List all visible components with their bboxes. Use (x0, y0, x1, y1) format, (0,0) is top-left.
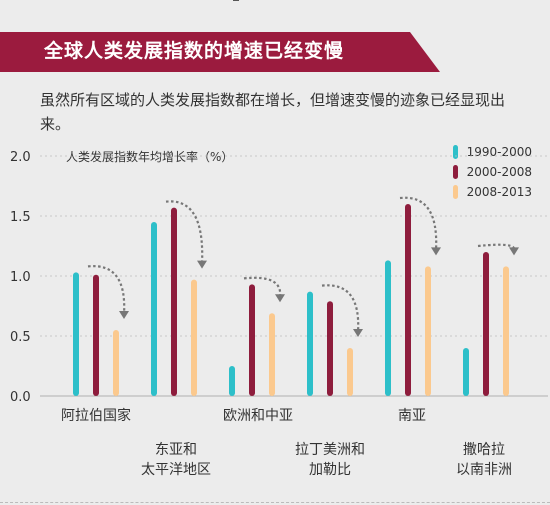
trend-arrow-head-4 (431, 247, 441, 256)
header-band-shape (0, 32, 440, 72)
category-label: 阿拉伯国家 (61, 408, 131, 424)
legend-label-2008-2013: 2008-2013 (466, 185, 532, 199)
trend-arrow-3 (321, 284, 360, 333)
trend-arrow-4 (399, 196, 438, 251)
bar-2-2008-2013 (269, 313, 275, 396)
page-title: 全球人类发展指数的增速已经变慢 (44, 40, 345, 62)
bar-1-1990-2000 (151, 222, 157, 396)
legend-item-2008-2013: 2008-2013 (452, 182, 532, 202)
bar-3-1990-2000 (307, 291, 313, 396)
bar-1-2008-2013 (191, 279, 197, 396)
y-tick-label: 1.0 (10, 270, 31, 285)
bar-2-1990-2000 (229, 366, 235, 396)
subtitle: 虽然所有区域的人类发展指数都在增长，但增速变慢的迹象已经显现出来。 (40, 91, 506, 133)
legend-item-1990-2000: 1990-2000 (452, 142, 532, 162)
top-mark (233, 0, 239, 1)
category-label: 南亚 (398, 408, 426, 424)
y-axis-label: 人类发展指数年均增长率（%） (66, 150, 234, 164)
legend-swatch-1990-2000 (452, 145, 458, 159)
trend-arrow-2 (243, 276, 282, 298)
y-tick-label: 2.0 (10, 150, 31, 165)
header-band (0, 32, 440, 72)
bar-5-1990-2000 (463, 348, 469, 396)
category-label: 东亚和 太平洋地区 (141, 442, 211, 478)
bar-0-1990-2000 (73, 272, 79, 396)
trend-arrow-head-2 (275, 294, 285, 303)
category-label: 拉丁美洲和 加勒比 (295, 442, 365, 478)
bar-0-2008-2013 (113, 330, 119, 396)
bar-4-1990-2000 (385, 260, 391, 396)
trend-arrow-head-3 (353, 329, 363, 337)
bar-4-2000-2008 (405, 204, 411, 396)
y-tick-label: 0.0 (10, 390, 31, 405)
trend-arrow-0 (87, 265, 126, 315)
y-tick-label: 0.5 (10, 330, 31, 345)
trend-arrow-head-1 (197, 260, 207, 269)
legend-swatch-2008-2013 (452, 185, 458, 199)
legend: 1990-2000 2000-2008 2008-2013 (452, 142, 532, 202)
bar-5-2000-2008 (483, 252, 489, 396)
bottom-divider (0, 502, 550, 503)
trend-arrow-head-0 (119, 311, 129, 319)
bar-3-2000-2008 (327, 301, 333, 396)
bar-2-2000-2008 (249, 284, 255, 396)
category-label: 欧洲和中亚 (223, 408, 293, 424)
trend-arrow-5 (477, 243, 516, 251)
trend-arrow-head-5 (509, 247, 519, 256)
y-tick-label: 1.5 (10, 210, 31, 225)
legend-label-2000-2008: 2000-2008 (466, 165, 532, 179)
legend-swatch-2000-2008 (452, 165, 458, 179)
legend-item-2000-2008: 2000-2008 (452, 162, 532, 182)
bar-4-2008-2013 (425, 266, 431, 396)
category-label: 撒哈拉 以南非洲 (456, 442, 512, 478)
bar-5-2008-2013 (503, 266, 509, 396)
bar-1-2000-2008 (171, 207, 177, 396)
bar-3-2008-2013 (347, 348, 353, 396)
bar-0-2000-2008 (93, 274, 99, 396)
trend-arrow-1 (165, 200, 204, 264)
legend-label-1990-2000: 1990-2000 (466, 145, 532, 159)
